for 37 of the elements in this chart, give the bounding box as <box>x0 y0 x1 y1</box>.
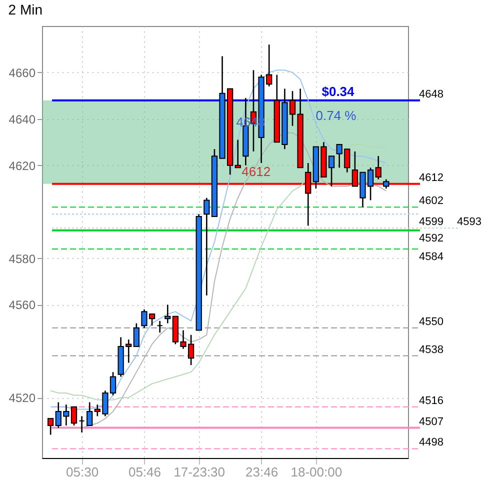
ref-line-label: 4507 <box>419 416 444 428</box>
ref-line-label: 4602 <box>419 195 444 208</box>
annotation: $0.34 <box>322 84 356 99</box>
ref-line-label: 4498 <box>419 436 444 449</box>
candlestick <box>383 178 390 190</box>
candlestick <box>164 304 171 324</box>
candlestick <box>48 418 54 436</box>
chart-title: 2 Min <box>8 1 43 18</box>
ref-line-label: 4584 <box>419 250 444 263</box>
ref-line-label: 4538 <box>419 344 444 356</box>
candlestick <box>133 322 140 348</box>
y-tick-label: 4620 <box>8 158 36 173</box>
x-tick-label: 18-00:00 <box>290 464 342 480</box>
candlestick <box>78 416 85 434</box>
x-tick-label: 05:46 <box>128 464 162 480</box>
ref-line-label: 4592 <box>419 232 444 244</box>
candlestick <box>156 320 163 334</box>
ref-line-label: 4612 <box>419 172 444 184</box>
x-tick-label: 17-23:30 <box>174 464 226 480</box>
candlestick <box>375 155 382 180</box>
ref-line-label: 4550 <box>419 316 444 328</box>
ref-line-label: 4593 <box>457 216 482 228</box>
annotation: 4612 <box>242 164 271 179</box>
annotation: 0.74 % <box>316 108 357 123</box>
y-tick-label: 4660 <box>8 66 36 80</box>
y-tick-label: 4560 <box>8 298 36 312</box>
candlestick <box>234 139 241 168</box>
candlestick <box>204 197 210 296</box>
ref-line-label: 4599 <box>419 216 444 228</box>
x-tick-label: 23:46 <box>246 464 278 480</box>
x-tick-label: 05:30 <box>66 464 99 480</box>
ref-line-label: 4648 <box>419 88 444 100</box>
y-tick-label: 4580 <box>8 252 36 266</box>
ref-line-label: 4516 <box>419 394 444 407</box>
y-tick-label: 4520 <box>8 391 36 406</box>
y-tick-label: 4640 <box>8 112 36 126</box>
candlestick <box>86 402 93 426</box>
